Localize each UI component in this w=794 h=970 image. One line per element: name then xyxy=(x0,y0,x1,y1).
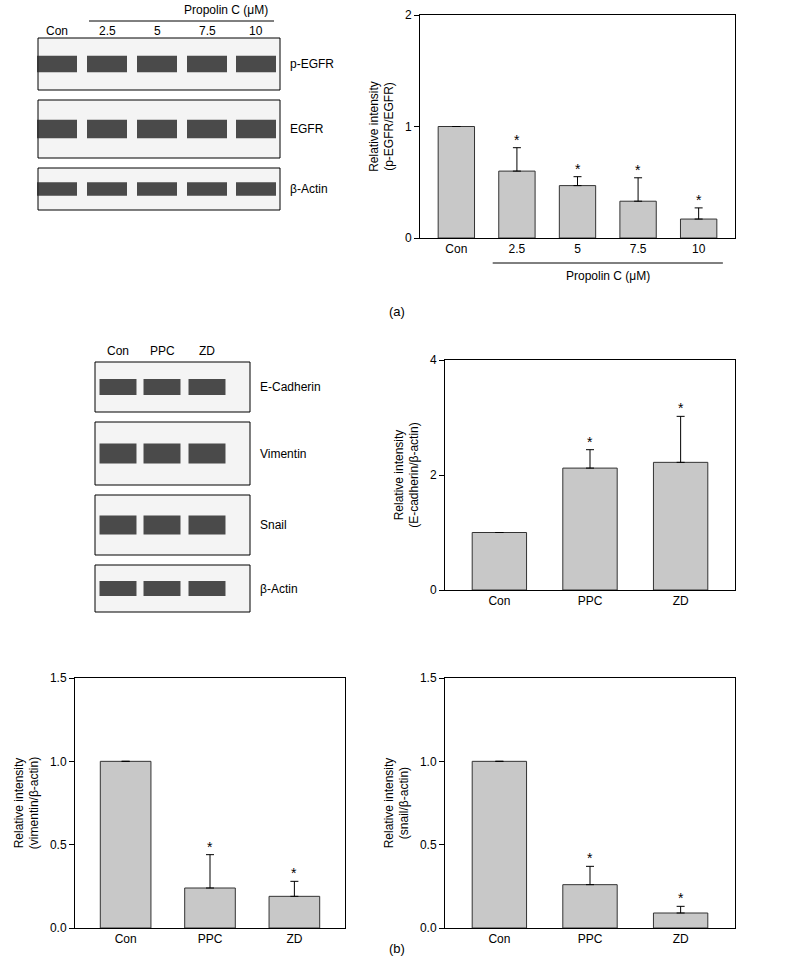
svg-text:0.0: 0.0 xyxy=(50,921,67,935)
svg-text:0: 0 xyxy=(430,583,437,597)
svg-text:EGFR: EGFR xyxy=(290,122,324,136)
svg-text:*: * xyxy=(587,850,593,866)
svg-text:Con: Con xyxy=(107,344,129,358)
svg-text:PPC: PPC xyxy=(198,932,223,946)
svg-text:1.0: 1.0 xyxy=(50,755,67,769)
svg-text:Relative intensity(p-EGFR/EGFR: Relative intensity(p-EGFR/EGFR) xyxy=(367,81,397,172)
svg-text:0.0: 0.0 xyxy=(420,921,437,935)
svg-text:PPC: PPC xyxy=(578,594,603,608)
svg-text:7.5: 7.5 xyxy=(630,242,647,256)
svg-text:10: 10 xyxy=(249,24,263,38)
svg-text:2: 2 xyxy=(430,468,437,482)
svg-text:p-EGFR: p-EGFR xyxy=(290,57,334,71)
svg-text:β-Actin: β-Actin xyxy=(290,182,328,196)
svg-text:0.5: 0.5 xyxy=(420,838,437,852)
svg-text:Vimentin: Vimentin xyxy=(260,447,306,461)
svg-text:E-Cadherin: E-Cadherin xyxy=(260,380,321,394)
svg-text:ZD: ZD xyxy=(673,932,689,946)
svg-text:(b): (b) xyxy=(389,941,405,956)
svg-text:ZD: ZD xyxy=(286,932,302,946)
svg-text:Con: Con xyxy=(488,932,510,946)
svg-text:*: * xyxy=(514,132,520,148)
svg-text:2.5: 2.5 xyxy=(509,242,526,256)
svg-text:β-Actin: β-Actin xyxy=(260,582,298,596)
svg-text:1: 1 xyxy=(405,120,412,134)
svg-text:7.5: 7.5 xyxy=(199,24,216,38)
svg-text:(a): (a) xyxy=(389,304,405,319)
svg-text:2: 2 xyxy=(405,8,412,22)
svg-text:Snail: Snail xyxy=(260,518,287,532)
svg-text:Con: Con xyxy=(46,24,68,38)
svg-text:*: * xyxy=(678,890,684,906)
svg-text:*: * xyxy=(207,839,213,855)
svg-text:PPC: PPC xyxy=(578,932,603,946)
svg-text:*: * xyxy=(635,162,641,178)
svg-text:Relative intensity(snail/β-act: Relative intensity(snail/β-actin) xyxy=(382,758,412,849)
svg-text:1.5: 1.5 xyxy=(420,671,437,685)
svg-text:1.5: 1.5 xyxy=(50,671,67,685)
svg-text:2.5: 2.5 xyxy=(99,24,116,38)
svg-text:ZD: ZD xyxy=(673,594,689,608)
svg-text:0: 0 xyxy=(405,231,412,245)
svg-text:1.0: 1.0 xyxy=(420,755,437,769)
svg-text:*: * xyxy=(575,161,581,177)
svg-text:5: 5 xyxy=(574,242,581,256)
svg-text:Relative intensity(E-cadherin/: Relative intensity(E-cadherin/β-actin) xyxy=(392,422,422,528)
svg-text:Propolin C (μM): Propolin C (μM) xyxy=(184,3,268,17)
svg-text:PPC: PPC xyxy=(150,344,175,358)
svg-text:Propolin C (μM): Propolin C (μM) xyxy=(566,269,650,283)
svg-text:Con: Con xyxy=(488,594,510,608)
svg-text:Relative intensity(vimentin/β-: Relative intensity(vimentin/β-actin) xyxy=(12,757,42,849)
svg-text:Con: Con xyxy=(115,932,137,946)
svg-text:Con: Con xyxy=(445,242,467,256)
svg-text:5: 5 xyxy=(154,24,161,38)
svg-text:*: * xyxy=(678,400,684,416)
svg-text:*: * xyxy=(696,192,702,208)
svg-text:0.5: 0.5 xyxy=(50,838,67,852)
svg-text:ZD: ZD xyxy=(199,344,215,358)
svg-text:*: * xyxy=(291,865,297,881)
svg-text:4: 4 xyxy=(430,353,437,367)
svg-text:10: 10 xyxy=(692,242,706,256)
svg-text:*: * xyxy=(587,434,593,450)
